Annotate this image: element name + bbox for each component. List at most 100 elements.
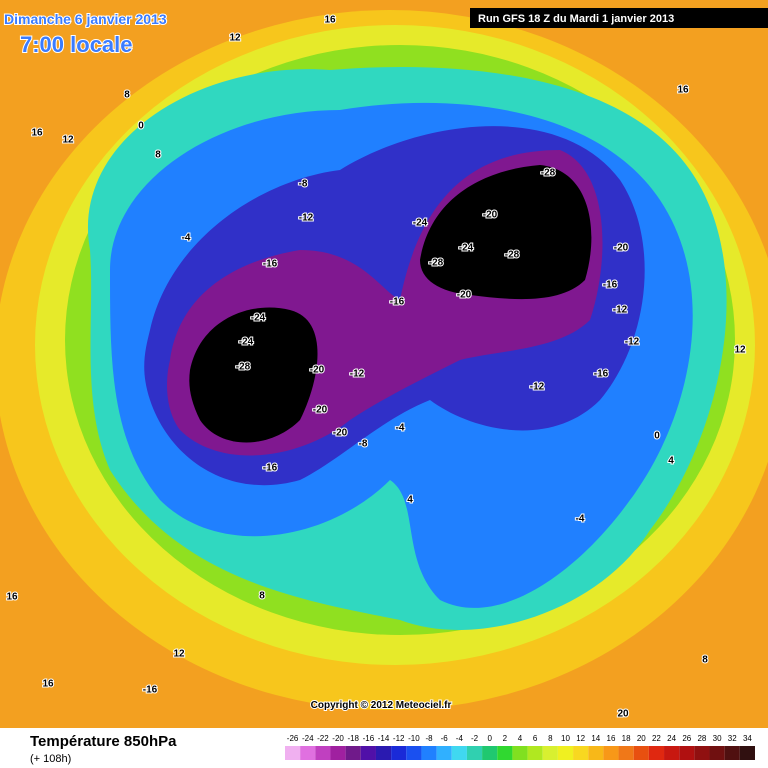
contour-label: -24 xyxy=(251,313,266,324)
contour-label: -28 xyxy=(429,258,444,269)
contour-label: -20 xyxy=(310,365,325,376)
scale-swatch xyxy=(739,746,755,760)
scale-label: 28 xyxy=(697,734,706,743)
scale-swatch xyxy=(497,746,513,760)
run-banner xyxy=(470,8,768,28)
scale-swatch xyxy=(527,746,543,760)
copyright: Copyright © 2012 Meteociel.fr xyxy=(311,700,452,711)
scale-label: -12 xyxy=(393,734,405,743)
scale-label: -26 xyxy=(287,734,299,743)
scale-label: 30 xyxy=(713,734,722,743)
scale-label: -22 xyxy=(317,734,329,743)
contour-label: 20 xyxy=(617,709,629,720)
contour-label: -20 xyxy=(457,290,472,301)
scale-label: 4 xyxy=(518,734,523,743)
scale-label: -2 xyxy=(471,734,479,743)
color-scale: -26 -24 -22 -20 -18 -16 -14 -12 -10 -8 -6 -4 -2 0 2 4 6 8… xyxy=(285,734,755,760)
date-text: Dimanche 6 janvier 2013 xyxy=(4,11,167,27)
contour-label: -16 xyxy=(594,369,609,380)
scale-swatch xyxy=(421,746,437,760)
scale-label: 16 xyxy=(607,734,616,743)
contour-label: -12 xyxy=(530,382,545,393)
contour-label: 4 xyxy=(407,495,413,506)
contour-label: 0 xyxy=(654,431,660,442)
scale-swatch xyxy=(588,746,604,760)
time-text: 7:00 locale xyxy=(20,32,133,57)
scale-swatch xyxy=(300,746,316,760)
scale-swatch xyxy=(557,746,574,760)
scale-swatch xyxy=(451,746,467,760)
scale-label: -14 xyxy=(378,734,390,743)
contour-label: -8 xyxy=(299,179,308,190)
scale-label: 20 xyxy=(637,734,646,743)
contour-label: -20 xyxy=(483,210,498,221)
contour-label: 8 xyxy=(259,591,265,602)
scale-swatch xyxy=(618,746,634,760)
scale-swatch xyxy=(375,746,392,760)
scale-swatch xyxy=(406,746,422,760)
scale-swatch xyxy=(436,746,452,760)
scale-label: 12 xyxy=(576,734,585,743)
contour-label: -28 xyxy=(236,362,251,373)
scale-swatch xyxy=(360,746,376,760)
scale-swatch xyxy=(679,746,695,760)
contour-label: -24 xyxy=(459,243,474,254)
scale-swatch xyxy=(391,746,407,760)
scale-swatch xyxy=(573,746,589,760)
contour-label: 12 xyxy=(734,345,746,356)
scale-swatch xyxy=(512,746,528,760)
scale-label: -20 xyxy=(332,734,344,743)
scale-swatch xyxy=(330,746,346,760)
contour-label: 16 xyxy=(324,15,336,26)
contour-label: -28 xyxy=(505,250,520,261)
contour-label: 16 xyxy=(677,85,689,96)
scale-label: -10 xyxy=(408,734,420,743)
contour-label: -16 xyxy=(603,280,618,291)
scale-label: 34 xyxy=(743,734,752,743)
contour-label: 16 xyxy=(31,128,43,139)
run-text: Run GFS 18 Z du Mardi 1 janvier 2013 xyxy=(478,13,674,25)
scale-label: 22 xyxy=(652,734,661,743)
contour-label: 12 xyxy=(229,33,241,44)
contour-label: -4 xyxy=(576,514,585,525)
scale-label: 0 xyxy=(487,734,492,743)
contour-label: -4 xyxy=(396,423,405,434)
scale-label: 2 xyxy=(503,734,508,743)
footer-lead: (+ 108h) xyxy=(30,753,71,765)
contour-label: -16 xyxy=(263,463,278,474)
contour-label: 8 xyxy=(124,90,130,101)
scale-swatch xyxy=(482,746,498,760)
core-cold-siberia xyxy=(420,165,592,300)
contour-labels: 16 12 8 16 12 0 8 -8 -12 -4 -16 -16 -24 -24 -28 -20 -12 -… xyxy=(5,14,747,721)
scale-label: 14 xyxy=(591,734,600,743)
contour-label: -12 xyxy=(299,213,314,224)
scale-swatch xyxy=(709,746,725,760)
scale-label: 8 xyxy=(548,734,553,743)
scale-label: 26 xyxy=(682,734,691,743)
contour-label: -16 xyxy=(143,685,158,696)
contour-label: 0 xyxy=(138,121,144,132)
scale-swatch xyxy=(345,746,361,760)
contour-label: 8 xyxy=(155,150,161,161)
contour-label: -28 xyxy=(541,168,556,179)
scale-swatch xyxy=(648,746,665,760)
contour-label: -16 xyxy=(263,259,278,270)
scale-label: 10 xyxy=(561,734,570,743)
contour-label: 16 xyxy=(6,592,18,603)
contour-label: -12 xyxy=(625,337,640,348)
scale-label: 6 xyxy=(533,734,538,743)
contour-label: 8 xyxy=(702,655,708,666)
map-field xyxy=(0,0,768,728)
contour-label: -24 xyxy=(413,218,428,229)
scale-label: -8 xyxy=(425,734,433,743)
scale-label: -4 xyxy=(456,734,464,743)
scale-swatch xyxy=(285,746,301,760)
contour-label: 12 xyxy=(173,649,185,660)
contour-label: -16 xyxy=(390,297,405,308)
contour-label: -12 xyxy=(350,369,365,380)
scale-swatch xyxy=(603,746,619,760)
contour-label: -24 xyxy=(239,337,254,348)
core-cold-america xyxy=(189,307,318,443)
contour-label: 12 xyxy=(62,135,74,146)
footer-title: Température 850hPa xyxy=(30,733,177,750)
